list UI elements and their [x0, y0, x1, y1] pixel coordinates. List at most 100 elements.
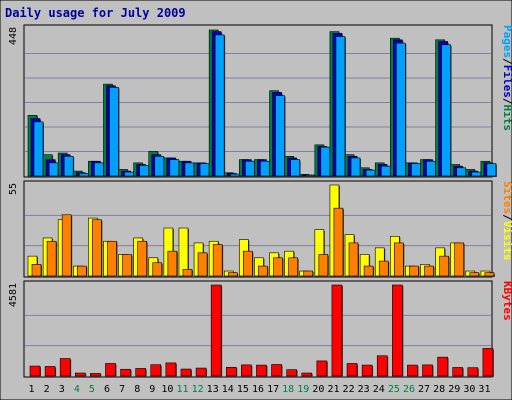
x-tick-label-day-30: 30: [463, 384, 475, 395]
x-tick-label-day-5: 5: [89, 384, 95, 395]
legend-entry: /: [501, 58, 512, 65]
x-tick-label-day-22: 22: [343, 384, 355, 395]
bar-sites-day-1: [31, 264, 42, 277]
x-tick-label-day-3: 3: [59, 384, 65, 395]
bar-sites-day-24: [378, 260, 389, 277]
x-tick-label-day-1: 1: [29, 384, 35, 395]
bar-pages-day-26: [411, 163, 421, 177]
x-tick-label-day-18: 18: [282, 384, 294, 395]
x-tick-label-day-21: 21: [327, 384, 339, 395]
bar-pages-day-4: [78, 173, 89, 177]
legend-label-kbytes: KBytes: [501, 281, 512, 321]
bar-kbytes-day-19: [301, 372, 313, 377]
x-tick-label-day-2: 2: [44, 384, 50, 395]
legend-entry: KBytes: [501, 281, 512, 321]
bar-pages-day-5: [94, 162, 104, 177]
bar-sites-day-27: [424, 265, 434, 277]
bar-pages-day-15: [245, 160, 255, 177]
bar-sites-day-18: [288, 257, 298, 277]
bar-pages-day-9: [154, 156, 165, 177]
bar-pages-day-7: [124, 171, 134, 177]
bar-kbytes-day-2: [44, 366, 56, 377]
bar-sites-day-6: [107, 240, 117, 277]
x-tick-label-day-4: 4: [74, 384, 80, 395]
bar-kbytes-day-31: [482, 348, 494, 377]
bar-kbytes-day-10: [165, 362, 177, 377]
bar-sites-day-20: [318, 254, 329, 277]
bar-pages-day-13: [214, 34, 225, 177]
bar-pages-day-6: [109, 87, 119, 177]
bar-pages-day-31: [486, 163, 497, 177]
bar-sites-day-21: [333, 207, 344, 277]
bar-kbytes-day-28: [437, 356, 448, 377]
x-tick-label-day-10: 10: [161, 384, 173, 395]
bar-pages-day-19: [305, 174, 316, 177]
x-tick-label-day-19: 19: [297, 384, 309, 395]
bar-pages-day-30: [471, 171, 482, 177]
bar-pages-day-27: [426, 160, 436, 177]
x-tick-label-day-16: 16: [252, 384, 264, 395]
bar-kbytes-day-21: [331, 284, 343, 377]
bar-sites-day-8: [137, 240, 147, 277]
bar-kbytes-day-11: [180, 368, 192, 377]
legend-label-visits-sites: Sites/Visits: [501, 181, 512, 261]
bar-sites-day-17: [273, 257, 283, 277]
bar-sites-day-15: [243, 250, 253, 277]
bar-sites-day-26: [409, 265, 419, 277]
legend-entry: Visits: [501, 221, 512, 261]
bar-sites-day-30: [469, 272, 480, 277]
bar-sites-day-3: [61, 214, 72, 277]
bar-pages-day-25: [396, 42, 406, 177]
bar-kbytes-day-15: [241, 364, 252, 377]
legend-entry: Sites: [501, 181, 512, 214]
legend-entry: Hits: [501, 105, 512, 132]
bar-kbytes-day-25: [392, 284, 403, 377]
bar-sites-day-19: [303, 270, 314, 277]
bar-kbytes-day-24: [376, 355, 388, 377]
x-tick-label-day-6: 6: [104, 384, 110, 395]
bar-pages-day-24: [380, 165, 391, 177]
bar-kbytes-day-1: [29, 365, 41, 377]
bar-shadow: [306, 176, 316, 177]
bar-pages-day-1: [33, 121, 44, 177]
bar-kbytes-day-23: [361, 364, 373, 377]
legend-entry: Pages: [501, 25, 512, 58]
bar-kbytes-day-30: [467, 367, 479, 377]
bar-sites-day-10: [167, 250, 178, 277]
bar-pages-day-14: [229, 173, 240, 177]
bar-kbytes-day-26: [407, 364, 418, 377]
bar-kbytes-day-3: [59, 358, 71, 377]
bar-kbytes-day-29: [452, 367, 464, 377]
x-tick-label-day-11: 11: [176, 384, 188, 395]
x-tick-label-day-31: 31: [478, 384, 490, 395]
bar-kbytes-day-14: [225, 366, 237, 377]
x-tick-label-day-12: 12: [192, 384, 204, 395]
x-tick-label-day-17: 17: [267, 384, 279, 395]
bar-pages-day-16: [260, 160, 270, 177]
chart-title: Daily usage for July 2009: [5, 6, 186, 20]
bar-kbytes-day-6: [105, 363, 116, 377]
bar-sites-day-2: [46, 240, 57, 277]
bar-sites-day-29: [454, 242, 465, 277]
bar-pages-day-10: [169, 159, 180, 177]
bar-pages-day-28: [441, 44, 451, 177]
bar-kbytes-day-20: [316, 360, 328, 377]
bar-pages-day-12: [199, 163, 210, 177]
bar-kbytes-day-22: [346, 363, 358, 377]
bar-sites-day-9: [152, 262, 163, 277]
bar-pages-day-29: [456, 167, 467, 177]
bar-sites-day-25: [394, 242, 404, 277]
legend-label-hits-files-pages: Pages/Files/Hits: [501, 25, 512, 131]
bar-sites-day-12: [197, 252, 208, 277]
x-tick-label-day-20: 20: [312, 384, 324, 395]
bar-sites-day-16: [258, 265, 268, 277]
bar-kbytes-day-13: [210, 284, 222, 377]
x-tick-label-day-26: 26: [403, 384, 415, 395]
bar-pages-day-2: [48, 162, 59, 177]
bar-sites-day-31: [484, 272, 495, 277]
bar-kbytes-day-18: [286, 369, 297, 377]
bar-kbytes-day-7: [120, 368, 131, 377]
